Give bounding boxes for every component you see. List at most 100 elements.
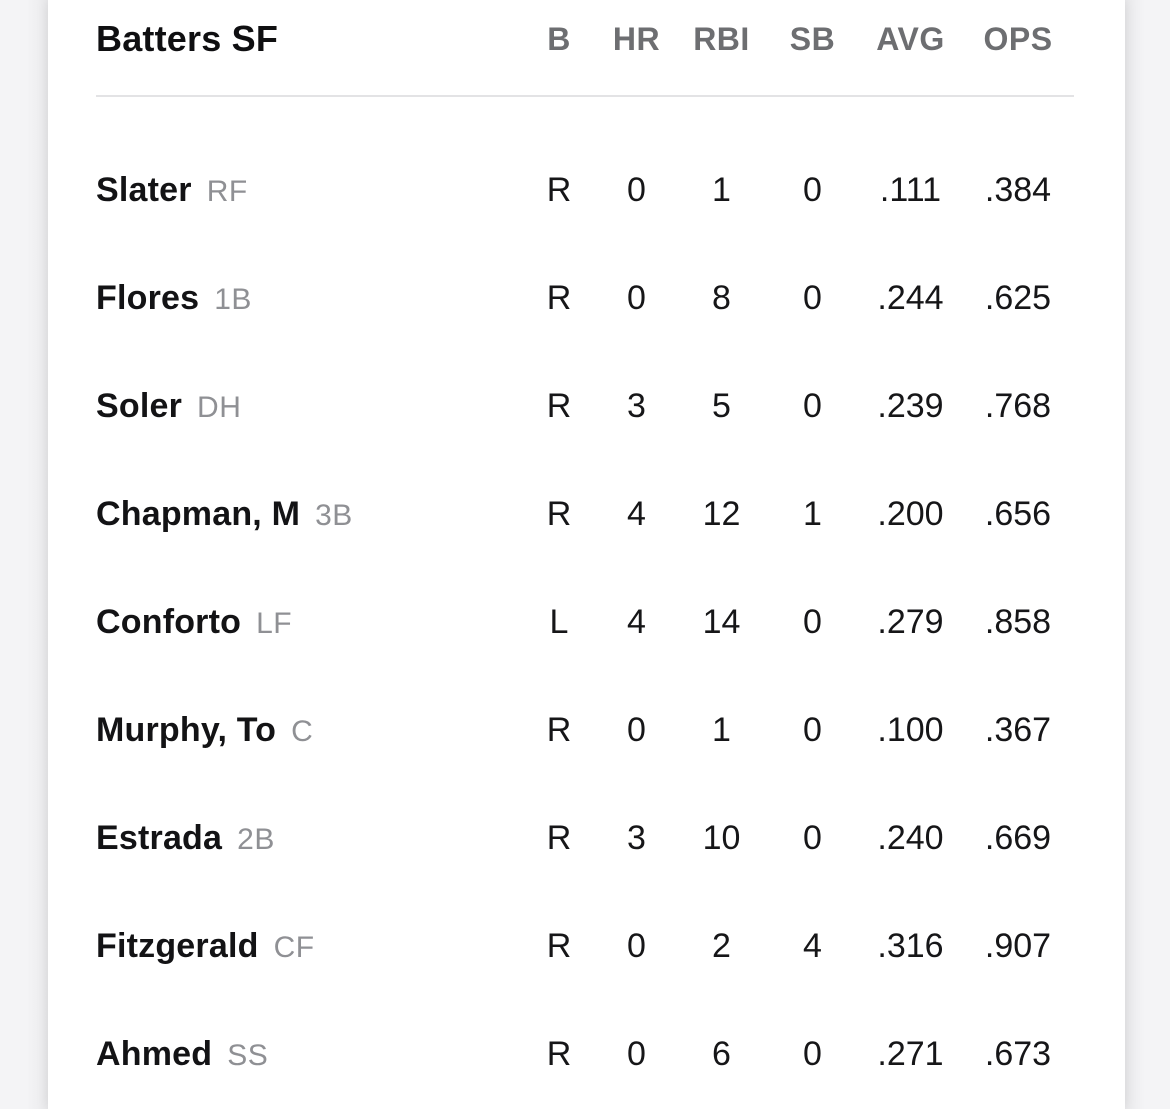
batter-row[interactable]: Chapman, M 3B R 4 12 1 .200 .656	[96, 460, 1074, 568]
stat-ops: .367	[984, 710, 1052, 749]
stat-sb: 0	[803, 386, 822, 425]
table-header: Batters SF B HR RBI SB AVG OPS	[96, 0, 1074, 95]
table-title: Batters SF	[96, 18, 279, 59]
stat-b: R	[546, 494, 572, 533]
column-header-ops: OPS	[983, 21, 1053, 57]
stat-b: R	[546, 1034, 572, 1073]
player-name: Slater	[96, 170, 192, 209]
player-name: Murphy, To	[96, 710, 277, 749]
header-divider	[96, 95, 1074, 97]
stat-avg: .239	[877, 386, 944, 425]
stat-rbi: 10	[702, 818, 741, 857]
batter-row[interactable]: Slater RF R 0 1 0 .111 .384	[96, 136, 1074, 244]
stat-sb: 4	[803, 926, 822, 965]
stat-hr: 0	[627, 926, 646, 965]
player-cell: Flores 1B	[96, 279, 522, 318]
stat-ops: .907	[984, 926, 1052, 965]
stat-rbi: 12	[702, 494, 741, 533]
player-name: Soler	[96, 386, 183, 425]
stat-sb: 0	[803, 278, 822, 317]
stat-rbi: 14	[702, 602, 741, 641]
player-cell: Slater RF	[96, 171, 522, 210]
stat-ops: .673	[984, 1034, 1052, 1073]
stat-rbi: 8	[712, 278, 731, 317]
stat-rbi: 6	[712, 1034, 731, 1073]
stat-avg: .200	[877, 494, 944, 533]
box-score-panel: Batters SF B HR RBI SB AVG OPS Slater RF…	[48, 0, 1125, 1109]
batter-row[interactable]: Murphy, To C R 0 1 0 .100 .367	[96, 676, 1074, 784]
player-cell: Murphy, To C	[96, 711, 522, 750]
stat-hr: 4	[627, 494, 646, 533]
stat-b: R	[546, 278, 572, 317]
stat-sb: 0	[803, 710, 822, 749]
player-position: SS	[227, 1038, 269, 1072]
player-position: C	[291, 714, 314, 748]
stat-b: R	[546, 818, 572, 857]
stat-sb: 1	[803, 494, 822, 533]
batters-list: Slater RF R 0 1 0 .111 .384 Flores 1B R …	[96, 97, 1074, 1108]
player-position: 3B	[315, 498, 353, 532]
stat-hr: 0	[627, 170, 646, 209]
player-position: CF	[273, 930, 315, 964]
stat-b: L	[549, 602, 569, 641]
stat-avg: .111	[879, 170, 942, 209]
player-name: Ahmed	[96, 1034, 213, 1073]
player-cell: Soler DH	[96, 387, 522, 426]
stat-hr: 3	[627, 818, 646, 857]
column-header-b: B	[547, 21, 571, 57]
player-cell: Chapman, M 3B	[96, 495, 522, 534]
stat-avg: .271	[877, 1034, 944, 1073]
stat-ops: .625	[984, 278, 1052, 317]
player-cell: Ahmed SS	[96, 1035, 522, 1074]
player-position: 2B	[237, 822, 275, 856]
player-name: Conforto	[96, 602, 242, 641]
stat-avg: .244	[877, 278, 944, 317]
stat-rbi: 1	[712, 710, 731, 749]
stat-sb: 0	[803, 602, 822, 641]
player-position: RF	[206, 174, 248, 208]
column-header-avg: AVG	[876, 21, 945, 57]
player-name: Flores	[96, 278, 200, 317]
player-cell: Estrada 2B	[96, 819, 522, 858]
stat-avg: .316	[877, 926, 944, 965]
stat-avg: .100	[877, 710, 944, 749]
stat-hr: 4	[627, 602, 646, 641]
stat-b: R	[546, 386, 572, 425]
stat-sb: 0	[803, 1034, 822, 1073]
stat-ops: .656	[984, 494, 1052, 533]
stat-b: R	[546, 170, 572, 209]
stat-rbi: 1	[712, 170, 731, 209]
stat-sb: 0	[803, 818, 822, 857]
stat-ops: .768	[984, 386, 1052, 425]
player-cell: Conforto LF	[96, 603, 522, 642]
batter-row[interactable]: Ahmed SS R 0 6 0 .271 .673	[96, 1000, 1074, 1108]
player-position: DH	[197, 390, 242, 424]
batter-row[interactable]: Flores 1B R 0 8 0 .244 .625	[96, 244, 1074, 352]
stat-ops: .669	[984, 818, 1052, 857]
stat-avg: .279	[877, 602, 944, 641]
stat-rbi: 2	[712, 926, 731, 965]
batter-row[interactable]: Estrada 2B R 3 10 0 .240 .669	[96, 784, 1074, 892]
stat-hr: 3	[627, 386, 646, 425]
stat-avg: .240	[877, 818, 944, 857]
batter-row[interactable]: Fitzgerald CF R 0 2 4 .316 .907	[96, 892, 1074, 1000]
player-name: Fitzgerald	[96, 926, 259, 965]
stat-rbi: 5	[712, 386, 731, 425]
left-gutter	[0, 0, 48, 1109]
stat-hr: 0	[627, 278, 646, 317]
stat-b: R	[546, 710, 572, 749]
right-gutter	[1125, 0, 1170, 1109]
player-name: Estrada	[96, 818, 223, 857]
stat-sb: 0	[803, 170, 822, 209]
stat-ops: .858	[984, 602, 1052, 641]
column-header-hr: HR	[612, 21, 661, 57]
stat-hr: 0	[627, 710, 646, 749]
stat-hr: 0	[627, 1034, 646, 1073]
player-position: LF	[256, 606, 293, 640]
batter-row[interactable]: Soler DH R 3 5 0 .239 .768	[96, 352, 1074, 460]
stat-ops: .384	[984, 170, 1052, 209]
column-header-rbi: RBI	[693, 21, 750, 57]
stat-b: R	[546, 926, 572, 965]
player-cell: Fitzgerald CF	[96, 927, 522, 966]
batter-row[interactable]: Conforto LF L 4 14 0 .279 .858	[96, 568, 1074, 676]
